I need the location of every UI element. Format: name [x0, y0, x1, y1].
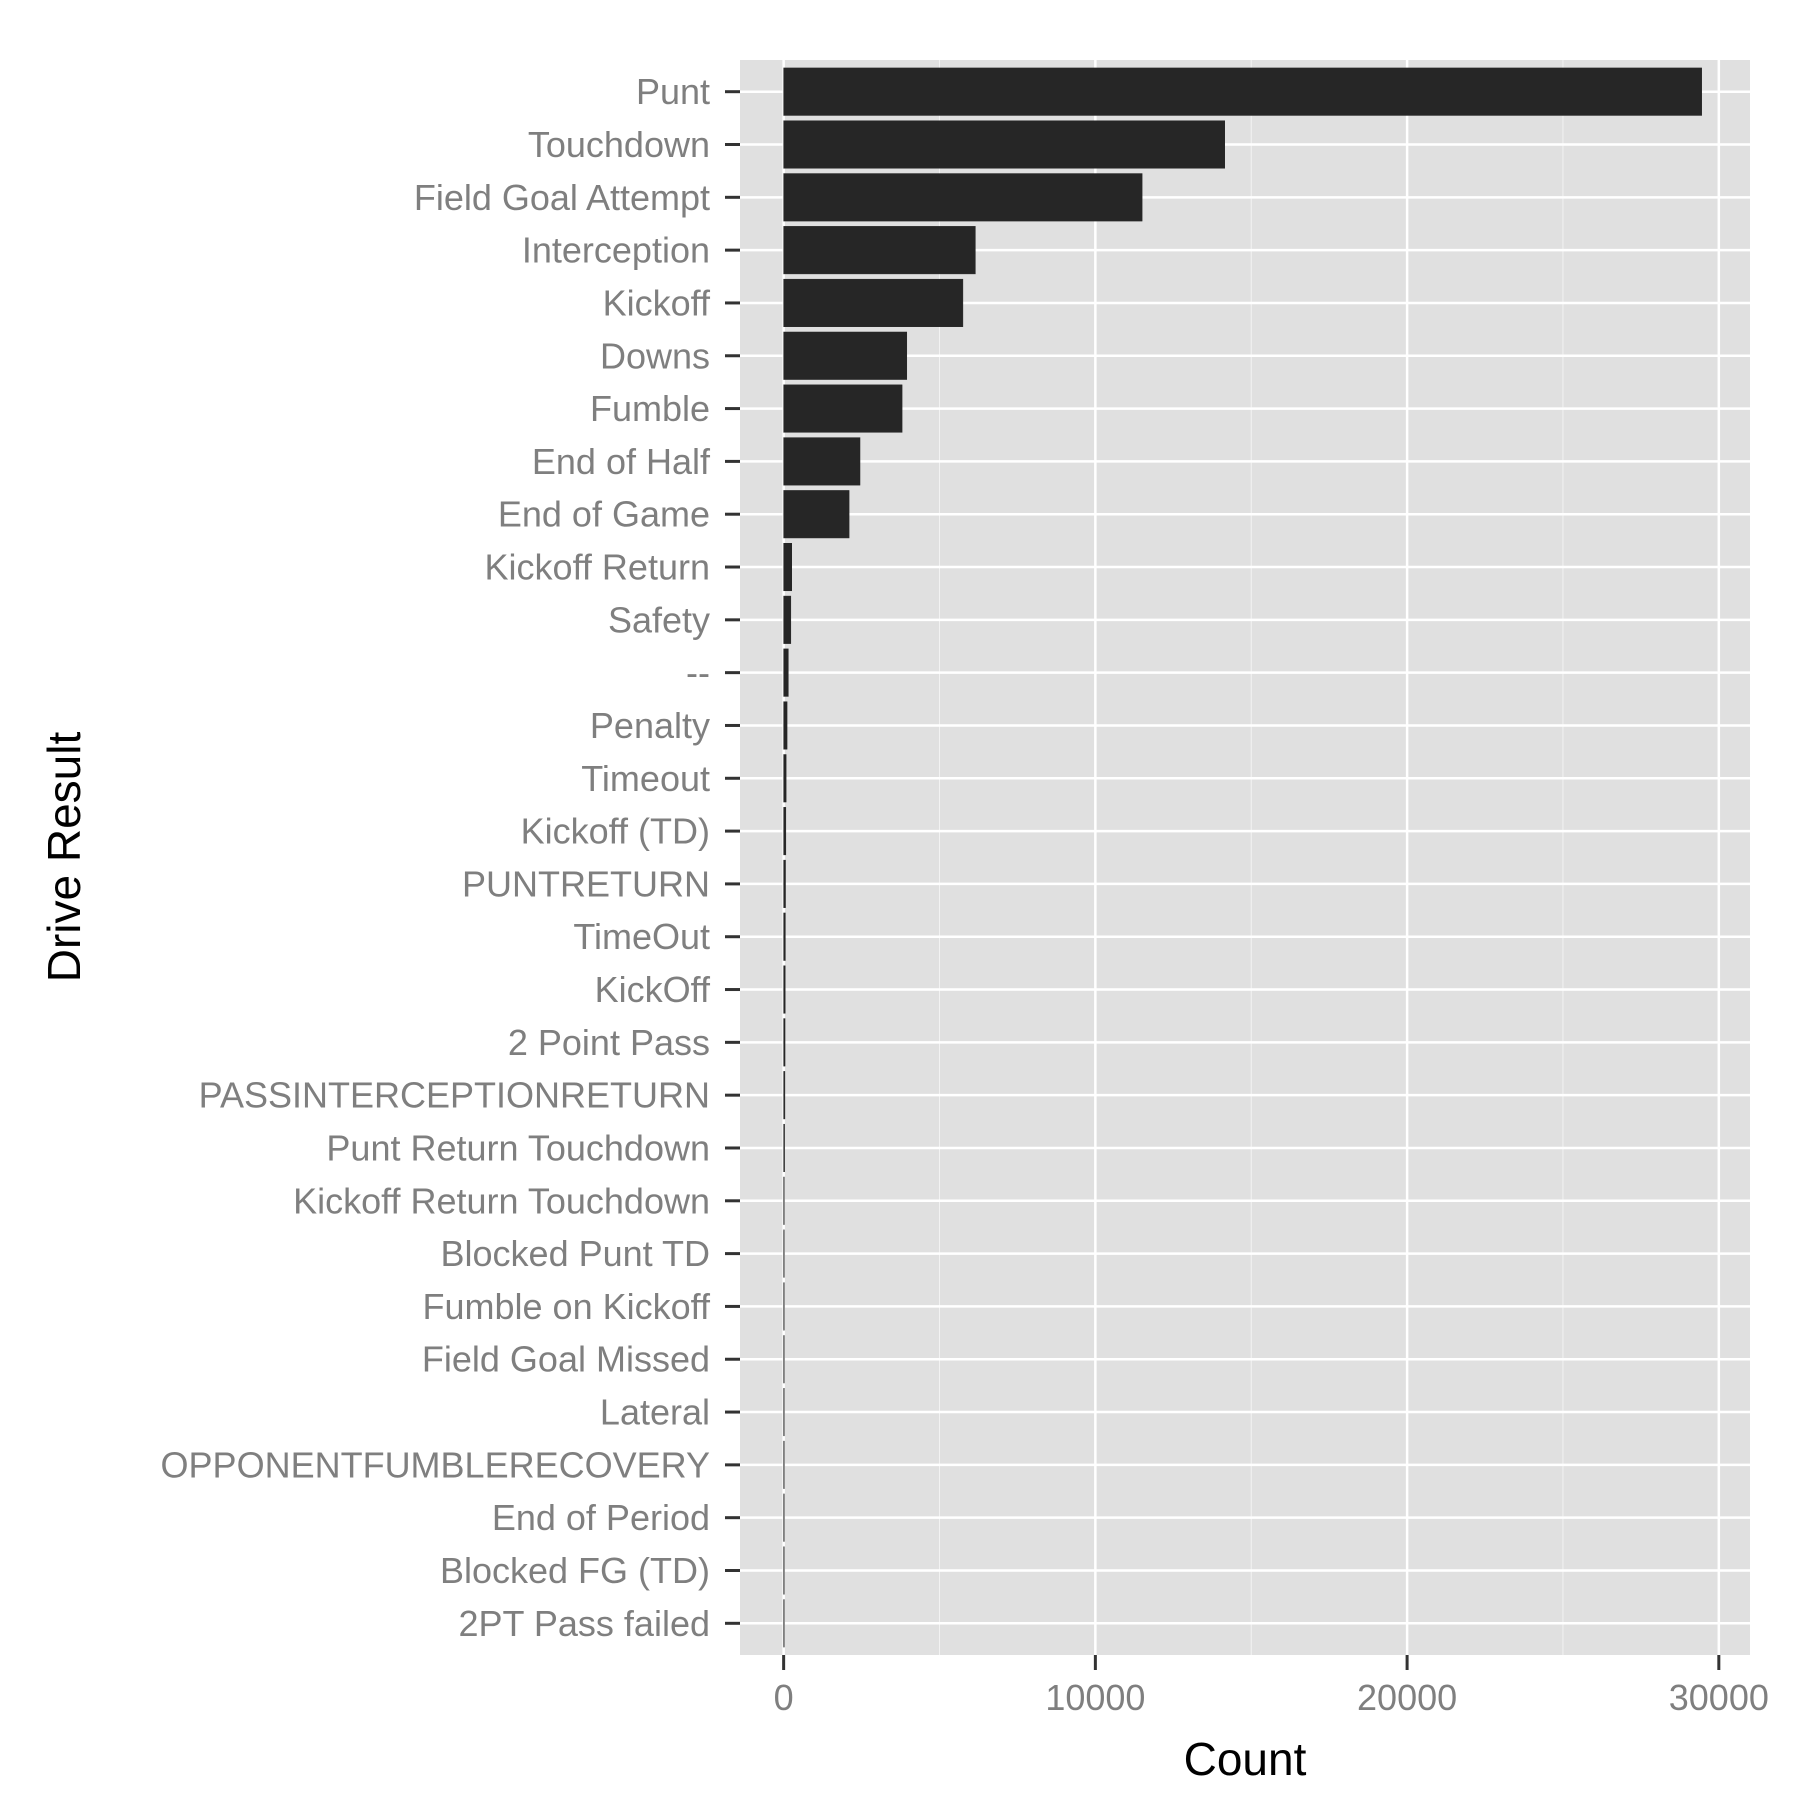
bar: [783, 1018, 786, 1067]
y-tick-label: Lateral: [600, 1392, 710, 1433]
y-tick-label: 2PT Pass failed: [459, 1603, 710, 1644]
bar: [783, 226, 976, 275]
bar: [783, 912, 786, 961]
bar: [783, 754, 787, 803]
bar: [783, 1493, 785, 1542]
bar: [783, 437, 861, 486]
bar: [783, 701, 788, 750]
bar: [783, 331, 908, 380]
y-tick-label: Kickoff: [603, 282, 711, 323]
bar: [783, 859, 786, 908]
y-axis-title: Drive Result: [38, 732, 90, 983]
bar: [783, 278, 964, 327]
y-tick-label: Blocked FG (TD): [440, 1550, 710, 1591]
bar: [783, 1176, 785, 1225]
bar: [783, 384, 903, 433]
y-tick-label: 2 Point Pass: [508, 1022, 710, 1063]
bar: [783, 595, 792, 644]
bar: [783, 1071, 786, 1120]
y-tick-label: End of Period: [492, 1497, 710, 1538]
y-tick-label: --: [686, 652, 710, 693]
x-tick-label: 20000: [1357, 1677, 1457, 1718]
bar: [783, 173, 1143, 222]
x-axis: 0 10000 20000 30000: [774, 1655, 1769, 1718]
y-tick-label: Punt Return Touchdown: [326, 1127, 710, 1168]
y-axis: Punt Touchdown Field Goal Attempt Intercept…: [161, 71, 740, 1644]
y-tick-label: Punt: [636, 71, 710, 112]
bar: [783, 1546, 785, 1595]
bar: [783, 1229, 785, 1278]
x-axis-title: Count: [1184, 1733, 1307, 1785]
bar: [783, 1123, 785, 1172]
y-tick-label: Blocked Punt TD: [441, 1233, 710, 1274]
y-tick-label: OPPONENTFUMBLERECOVERY: [161, 1444, 710, 1485]
x-tick-label: 0: [774, 1677, 794, 1718]
y-tick-label: Kickoff Return Touchdown: [293, 1180, 710, 1221]
y-tick-label: Safety: [608, 599, 710, 640]
bar: [783, 543, 792, 592]
bar: [783, 1335, 785, 1384]
y-tick-label: TimeOut: [573, 916, 710, 957]
bar: [783, 1599, 785, 1648]
y-tick-label: Fumble on Kickoff: [423, 1286, 711, 1327]
bar: [783, 1388, 785, 1437]
bar: [783, 490, 850, 539]
y-tick-label: Interception: [522, 230, 710, 271]
y-tick-label: Field Goal Attempt: [414, 177, 710, 218]
y-tick-label: Kickoff (TD): [521, 811, 710, 852]
y-tick-label: End of Game: [498, 494, 710, 535]
bar: [783, 965, 786, 1014]
y-tick-label: Penalty: [590, 705, 710, 746]
y-tick-label: PUNTRETURN: [462, 863, 710, 904]
y-tick-label: End of Half: [532, 441, 711, 482]
x-tick-label: 10000: [1045, 1677, 1145, 1718]
bar: [783, 67, 1702, 116]
x-tick-label: 30000: [1669, 1677, 1769, 1718]
bars: [783, 67, 1702, 1648]
bar: [783, 807, 787, 856]
y-tick-label: Touchdown: [528, 124, 710, 165]
bar: [783, 120, 1225, 169]
y-tick-label: Timeout: [581, 758, 710, 799]
bar: [783, 1440, 785, 1489]
y-tick-label: KickOff: [595, 969, 711, 1010]
y-tick-label: Kickoff Return: [485, 547, 710, 588]
bar: [783, 648, 789, 697]
y-tick-label: Downs: [600, 335, 710, 376]
y-tick-label: Field Goal Missed: [422, 1339, 710, 1380]
y-tick-label: Fumble: [590, 388, 710, 429]
y-tick-label: PASSINTERCEPTIONRETURN: [199, 1075, 710, 1116]
bar: [783, 1282, 785, 1331]
